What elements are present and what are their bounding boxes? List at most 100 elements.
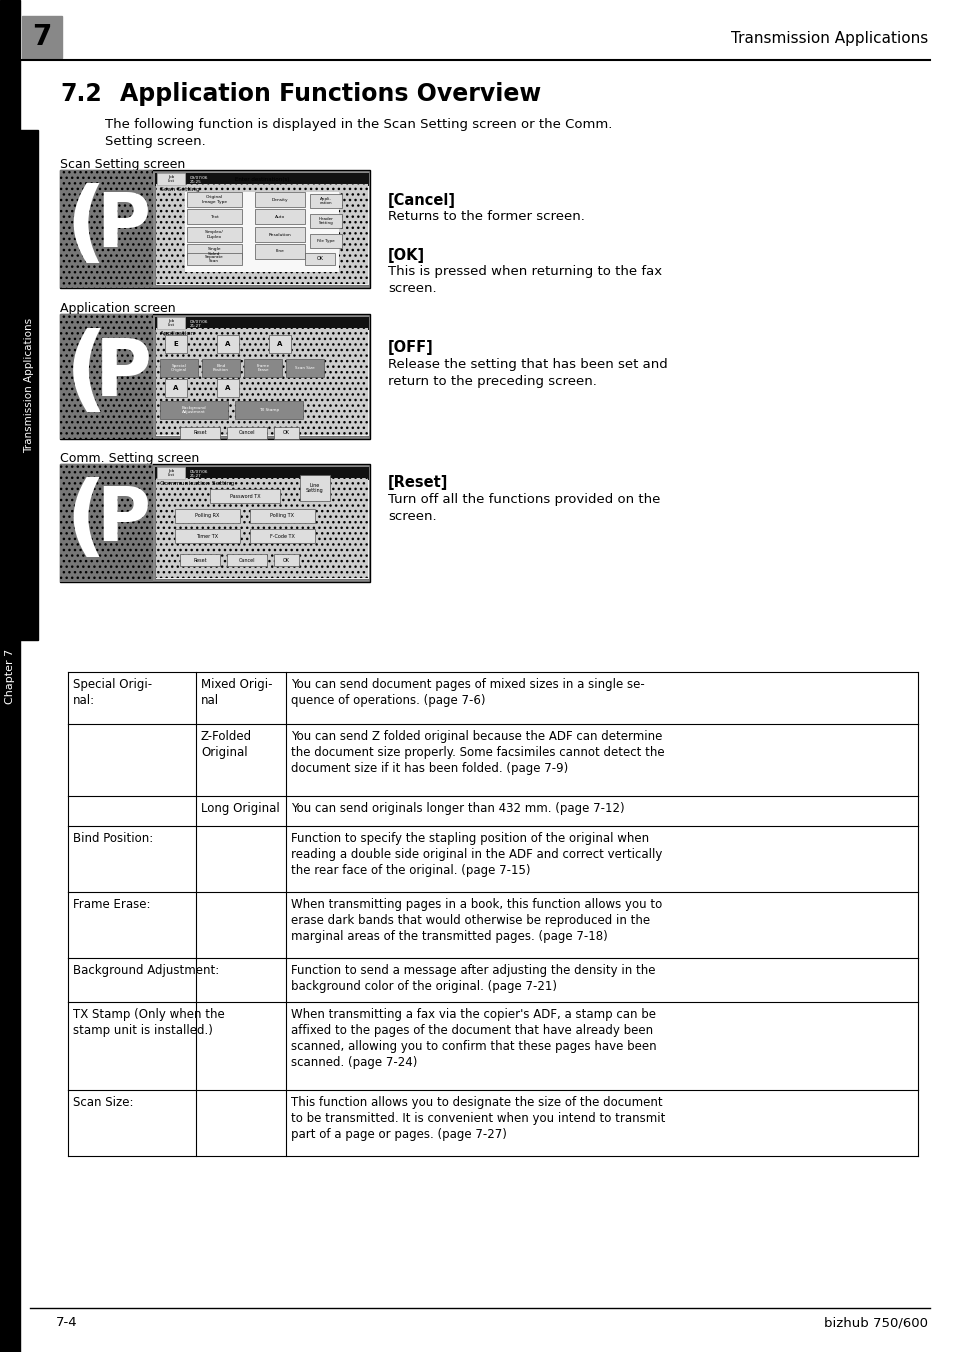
Bar <box>234 402 303 419</box>
Bar <box>154 466 369 480</box>
Text: Password TX: Password TX <box>230 493 260 499</box>
Text: 05/07/06
21:27: 05/07/06 21:27 <box>190 469 209 479</box>
Bar <box>254 210 305 224</box>
Bar <box>274 427 298 439</box>
Bar <box>160 402 228 419</box>
Text: Reset: Reset <box>193 430 207 435</box>
Text: Appli-
cation: Appli- cation <box>319 196 332 206</box>
Bar <box>60 170 152 288</box>
Bar <box>154 316 369 330</box>
Bar <box>210 489 280 503</box>
Text: (: ( <box>65 329 108 420</box>
Bar <box>60 464 152 581</box>
Bar <box>160 360 198 377</box>
Text: A: A <box>277 341 282 347</box>
Bar <box>216 335 239 353</box>
Bar <box>174 529 240 544</box>
Text: A: A <box>225 385 231 391</box>
Text: Application Functions Overview: Application Functions Overview <box>120 82 540 105</box>
Bar <box>60 314 370 439</box>
Bar <box>165 379 187 397</box>
Text: Function to send a message after adjusting the density in the
background color o: Function to send a message after adjusti… <box>291 964 655 992</box>
Bar <box>60 170 370 288</box>
Text: Bind
Position: Bind Position <box>213 364 229 372</box>
Bar <box>154 316 369 435</box>
Text: Background Adjustment:: Background Adjustment: <box>73 964 219 977</box>
Text: P: P <box>96 191 150 264</box>
Text: TX Stamp (Only when the
stamp unit is installed.): TX Stamp (Only when the stamp unit is in… <box>73 1009 225 1037</box>
Text: Resolution: Resolution <box>269 233 291 237</box>
Bar <box>310 234 341 247</box>
Bar <box>269 335 291 353</box>
Bar <box>254 243 305 260</box>
Text: F-Code TX: F-Code TX <box>270 534 294 538</box>
Text: Polling RX: Polling RX <box>194 514 219 519</box>
Text: Scan Setting: Scan Setting <box>160 187 199 192</box>
Bar <box>227 427 267 439</box>
Text: [Reset]: [Reset] <box>388 475 448 489</box>
Text: Timer TX: Timer TX <box>195 534 218 538</box>
Text: Application screen: Application screen <box>60 301 175 315</box>
Text: Job
List: Job List <box>168 174 174 184</box>
Bar <box>187 243 242 260</box>
Text: Special Origi-
nal:: Special Origi- nal: <box>73 677 152 707</box>
Text: Transmission Applications: Transmission Applications <box>730 31 927 46</box>
Bar <box>254 192 305 207</box>
Text: Separate
Scan: Separate Scan <box>205 254 223 264</box>
Text: Auto: Auto <box>274 215 285 219</box>
Bar <box>60 464 370 581</box>
Text: Text: Text <box>210 215 218 219</box>
Bar <box>299 475 330 502</box>
Text: Scan Setting screen: Scan Setting screen <box>60 158 185 170</box>
Bar <box>60 314 152 439</box>
Bar <box>157 466 185 479</box>
Text: Turn off all the functions provided on the
screen.: Turn off all the functions provided on t… <box>388 493 659 523</box>
Bar <box>216 379 239 397</box>
Bar <box>286 360 324 377</box>
Text: P: P <box>94 337 152 412</box>
Bar <box>156 329 368 435</box>
Text: Release the setting that has been set and
return to the preceding screen.: Release the setting that has been set an… <box>388 358 667 388</box>
Text: [OK]: [OK] <box>388 247 425 264</box>
Bar <box>154 173 369 285</box>
Text: Chapter 7: Chapter 7 <box>5 649 15 703</box>
Bar <box>310 214 341 228</box>
Text: E: E <box>173 341 178 347</box>
Text: Original
Image Type: Original Image Type <box>202 195 227 204</box>
Text: 7.2: 7.2 <box>60 82 102 105</box>
Bar <box>187 192 242 207</box>
Text: You can send Z folded original because the ADF can determine
the document size p: You can send Z folded original because t… <box>291 730 664 775</box>
Text: When transmitting a fax via the copier's ADF, a stamp can be
affixed to the page: When transmitting a fax via the copier's… <box>291 1009 656 1069</box>
Bar <box>250 508 314 523</box>
Bar <box>165 335 187 353</box>
Text: 7-4: 7-4 <box>56 1315 77 1329</box>
Text: Application: Application <box>160 331 195 337</box>
Text: You can send document pages of mixed sizes in a single se-
quence of operations.: You can send document pages of mixed siz… <box>291 677 644 707</box>
Bar <box>227 554 267 566</box>
Text: Scan Size: Scan Size <box>294 366 314 370</box>
Text: (: ( <box>66 477 106 564</box>
Bar <box>187 210 242 224</box>
Bar <box>202 360 240 377</box>
Text: Simplex/
Duplex: Simplex/ Duplex <box>205 230 224 239</box>
Text: Enter destination(s).: Enter destination(s). <box>234 177 291 183</box>
Text: Z-Folded
Original: Z-Folded Original <box>201 730 252 758</box>
Text: Cancel: Cancel <box>238 557 255 562</box>
Text: Scan Size:: Scan Size: <box>73 1096 133 1109</box>
Text: TX Stamp: TX Stamp <box>258 408 279 412</box>
Text: 7: 7 <box>32 23 51 51</box>
Bar <box>154 173 369 187</box>
Text: Communication Setting: Communication Setting <box>160 481 234 485</box>
Bar <box>156 184 368 284</box>
Bar <box>185 192 338 272</box>
Text: Fine: Fine <box>275 250 284 254</box>
Text: OK: OK <box>283 557 290 562</box>
Text: Mixed Origi-
nal: Mixed Origi- nal <box>201 677 273 707</box>
Text: The following function is displayed in the Scan Setting screen or the Comm.
Sett: The following function is displayed in t… <box>105 118 612 147</box>
Text: bizhub 750/600: bizhub 750/600 <box>823 1315 927 1329</box>
Text: (: ( <box>66 183 106 270</box>
Text: This is pressed when returning to the fax
screen.: This is pressed when returning to the fa… <box>388 265 661 295</box>
Text: P: P <box>96 484 150 557</box>
Bar <box>180 427 220 439</box>
Bar <box>157 173 185 185</box>
